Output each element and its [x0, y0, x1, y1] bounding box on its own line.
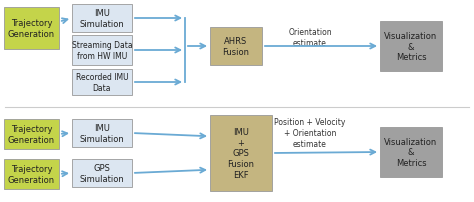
FancyBboxPatch shape: [380, 127, 442, 177]
FancyBboxPatch shape: [4, 159, 59, 189]
Text: Visualization
&
Metrics: Visualization & Metrics: [384, 32, 438, 62]
FancyBboxPatch shape: [72, 119, 132, 147]
FancyBboxPatch shape: [380, 22, 442, 72]
Text: Trajectory
Generation: Trajectory Generation: [8, 124, 55, 144]
Text: AHRS
Fusion: AHRS Fusion: [222, 37, 249, 57]
Text: Orientation
estimate: Orientation estimate: [288, 28, 332, 48]
FancyBboxPatch shape: [72, 5, 132, 33]
FancyBboxPatch shape: [210, 28, 262, 66]
Text: Trajectory
Generation: Trajectory Generation: [8, 19, 55, 39]
Text: Streaming Data
from HW IMU: Streaming Data from HW IMU: [72, 41, 132, 61]
Text: Position + Velocity
+ Orientation
estimate: Position + Velocity + Orientation estima…: [274, 117, 346, 148]
Text: GPS
Simulation: GPS Simulation: [80, 163, 124, 183]
Text: Recorded IMU
Data: Recorded IMU Data: [76, 73, 128, 93]
FancyBboxPatch shape: [72, 70, 132, 96]
FancyBboxPatch shape: [4, 119, 59, 149]
FancyBboxPatch shape: [4, 8, 59, 50]
FancyBboxPatch shape: [72, 36, 132, 66]
Text: Trajectory
Generation: Trajectory Generation: [8, 164, 55, 184]
Text: IMU
Simulation: IMU Simulation: [80, 9, 124, 29]
Text: Visualization
&
Metrics: Visualization & Metrics: [384, 137, 438, 167]
FancyBboxPatch shape: [210, 115, 272, 191]
FancyBboxPatch shape: [72, 159, 132, 187]
Text: IMU
Simulation: IMU Simulation: [80, 123, 124, 143]
Text: IMU
+
GPS
Fusion
EKF: IMU + GPS Fusion EKF: [228, 127, 255, 179]
